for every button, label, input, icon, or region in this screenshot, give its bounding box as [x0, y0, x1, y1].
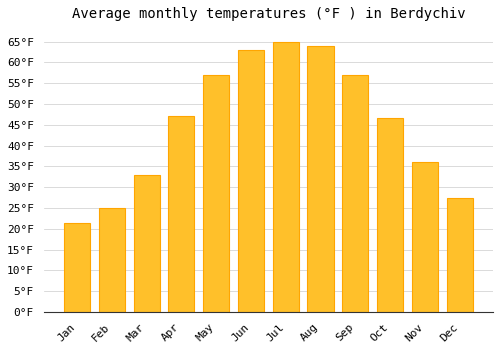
Title: Average monthly temperatures (°F ) in Berdychiv: Average monthly temperatures (°F ) in Be…: [72, 7, 465, 21]
Bar: [308, 46, 334, 312]
Bar: [377, 119, 403, 312]
Bar: [342, 75, 368, 312]
Bar: [168, 117, 194, 312]
Bar: [203, 75, 229, 312]
Bar: [446, 197, 472, 312]
Bar: [64, 223, 90, 312]
Bar: [412, 162, 438, 312]
Bar: [238, 50, 264, 312]
Bar: [134, 175, 160, 312]
Bar: [272, 42, 299, 312]
Bar: [99, 208, 125, 312]
